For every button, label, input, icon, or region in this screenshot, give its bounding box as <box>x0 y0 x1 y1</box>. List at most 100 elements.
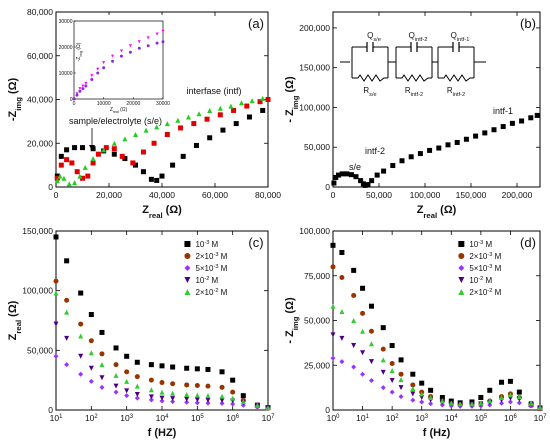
legend-entry: 10-3 M <box>195 240 218 249</box>
data-point <box>124 388 130 394</box>
data-point <box>380 357 386 363</box>
data-point <box>143 127 149 133</box>
data-point <box>246 114 252 120</box>
data-point <box>217 112 223 118</box>
data-point <box>53 278 59 284</box>
data-point <box>436 145 442 151</box>
series-1 <box>53 278 271 411</box>
data-point <box>439 398 445 404</box>
data-point <box>428 387 434 393</box>
data-point <box>257 99 263 105</box>
x-axis-label: Zreal (Ω) <box>142 204 182 220</box>
data-point <box>133 162 138 168</box>
data-point <box>499 400 505 406</box>
data-point <box>191 121 197 127</box>
data-point <box>58 153 64 159</box>
series-0 <box>330 242 543 411</box>
inset-point <box>102 66 106 70</box>
legend-entry: 5×10-3 M <box>195 264 227 273</box>
inset-point <box>84 81 88 85</box>
data-point <box>148 394 154 400</box>
inset-point <box>81 84 85 88</box>
inset-point <box>102 61 106 65</box>
x-tick-label: 103 <box>415 413 428 423</box>
resistor <box>438 74 474 82</box>
data-point <box>519 118 525 124</box>
data-point <box>57 173 63 179</box>
legend-marker <box>184 265 191 271</box>
x-tick-label: 107 <box>262 413 275 423</box>
circuit-r-label: Rintf-2 <box>447 86 465 98</box>
x-tick-label: 103 <box>120 413 133 423</box>
legend-marker <box>458 253 465 259</box>
x-tick-label: 100,000 <box>410 190 441 200</box>
data-point <box>184 396 190 402</box>
data-point <box>72 180 78 186</box>
inset-point <box>78 89 82 93</box>
data-point <box>254 402 260 408</box>
inset-y-tick-label: 0 <box>70 97 73 103</box>
data-point <box>330 332 336 338</box>
legend-marker <box>184 253 191 259</box>
data-point <box>184 399 190 405</box>
data-point <box>419 391 425 397</box>
data-point <box>368 359 374 365</box>
data-point <box>333 174 339 180</box>
inset-series-1 <box>72 40 165 101</box>
data-point <box>351 364 357 370</box>
y-tick-label: 50,000 <box>27 345 53 355</box>
inset-point <box>96 71 100 75</box>
data-point <box>380 346 386 352</box>
data-point <box>124 369 130 375</box>
data-point <box>507 392 513 398</box>
data-point <box>428 394 434 400</box>
data-point <box>154 124 160 130</box>
data-point <box>113 372 119 378</box>
data-point <box>330 242 336 248</box>
inset-point <box>119 49 123 53</box>
data-point <box>330 355 336 361</box>
data-point <box>339 249 345 255</box>
data-point <box>64 157 70 163</box>
data-point <box>374 172 380 178</box>
data-point <box>439 394 445 400</box>
data-point <box>85 173 91 179</box>
y-tick-label: 0 <box>325 182 330 192</box>
data-point <box>205 400 211 406</box>
series-3 <box>53 321 271 411</box>
inset-point <box>137 40 141 44</box>
data-point <box>205 383 211 389</box>
data-point <box>398 394 404 400</box>
data-point <box>339 171 345 177</box>
data-point <box>487 402 493 408</box>
data-point <box>53 234 59 240</box>
legend-marker <box>184 289 191 295</box>
data-point <box>339 275 345 281</box>
inset-point <box>96 67 100 71</box>
legend-entry: 2×10-2 M <box>469 288 501 297</box>
inset-point <box>111 59 115 63</box>
data-point <box>439 402 445 408</box>
data-point <box>111 151 117 157</box>
x-tick-label: 100 <box>327 413 340 423</box>
data-point <box>124 378 130 384</box>
data-point <box>66 181 72 187</box>
data-point <box>499 394 505 400</box>
data-point <box>353 174 359 180</box>
inset-point <box>119 54 123 58</box>
inset-point <box>128 50 132 54</box>
data-point <box>53 321 59 327</box>
data-point <box>119 153 125 159</box>
inset-point <box>155 41 159 45</box>
data-point <box>516 400 522 406</box>
data-point <box>111 140 117 146</box>
data-point <box>478 400 484 406</box>
data-point <box>124 353 130 359</box>
data-point <box>69 160 75 166</box>
data-point <box>122 156 128 162</box>
data-point <box>410 382 416 388</box>
data-point <box>230 377 236 383</box>
data-point <box>260 107 266 113</box>
data-point <box>58 162 64 168</box>
x-tick-label: 104 <box>445 413 458 423</box>
